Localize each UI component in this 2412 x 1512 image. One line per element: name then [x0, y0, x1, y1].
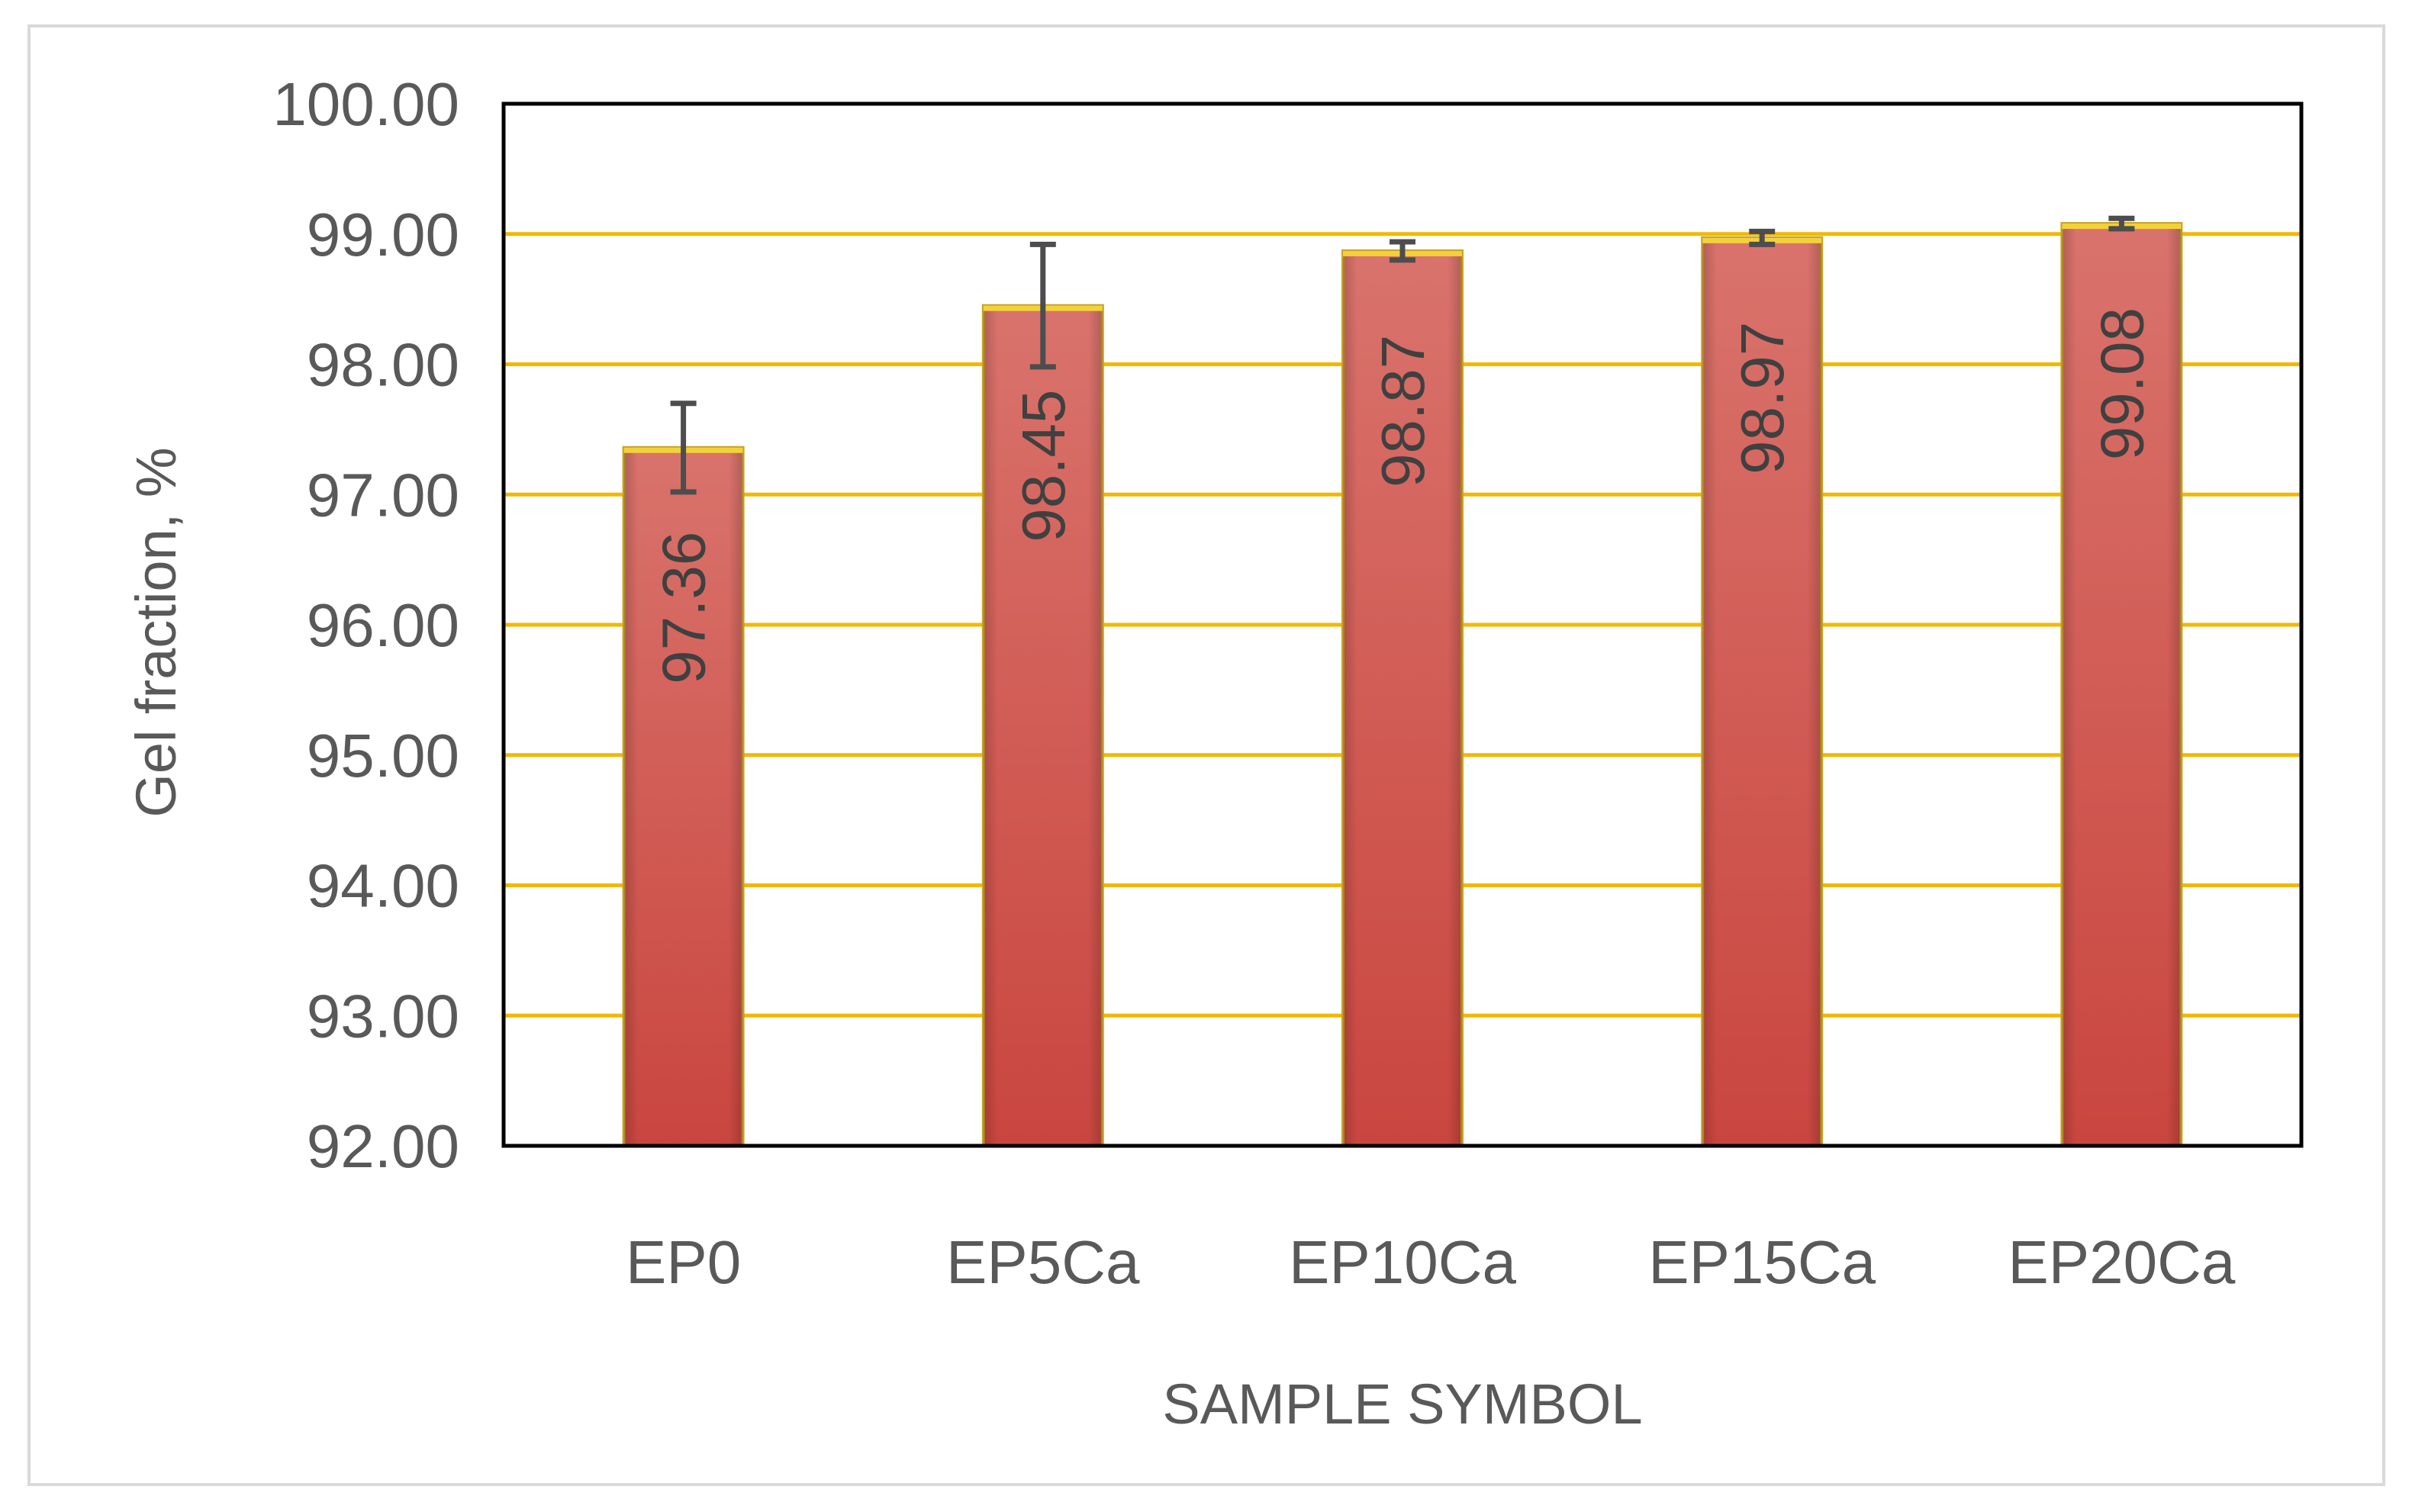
- data-label: 98.87: [1369, 335, 1437, 487]
- bar-shading: [983, 305, 1103, 1147]
- y-tick-label: 92.00: [307, 1112, 459, 1180]
- bar-ep15ca: [1701, 236, 1824, 1147]
- bar-shading: [1702, 237, 1822, 1146]
- y-axis-title: Gel fraction, %: [124, 447, 188, 817]
- y-tick-label: 93.00: [307, 982, 459, 1050]
- error-bar-ep5ca: [1029, 241, 1056, 370]
- data-label: 99.08: [2088, 307, 2156, 460]
- plot-area-border: [501, 101, 2304, 1148]
- error-bar-ep10ca: [1390, 239, 1415, 263]
- x-axis-tick-labels: EP0 EP5Ca EP10Ca EP15Ca EP20Ca: [626, 1228, 2236, 1296]
- bar-shading: [2062, 224, 2182, 1147]
- x-tick-label: EP0: [626, 1228, 741, 1296]
- y-tick-label: 96.00: [307, 591, 459, 659]
- x-tick-label: EP10Ca: [1289, 1228, 1516, 1296]
- bars: [622, 222, 2183, 1148]
- error-bar-ep20ca: [2108, 215, 2135, 232]
- bar-ep5ca: [981, 304, 1104, 1148]
- x-axis-title: SAMPLE SYMBOL: [1162, 1372, 1642, 1436]
- bar-ep0: [622, 446, 745, 1147]
- y-tick-label: 95.00: [307, 722, 459, 790]
- data-label: 98.45: [1010, 390, 1077, 542]
- error-bar-ep15ca: [1749, 228, 1776, 247]
- x-tick-label: EP20Ca: [2008, 1228, 2235, 1296]
- chart-frame: 97.36 98.45 98.87 98.97 99.08 92.00 93.00 94.0…: [27, 24, 2385, 1486]
- y-tick-label: 98.00: [307, 331, 459, 399]
- error-bars: [670, 215, 2135, 495]
- data-label: 98.97: [1728, 322, 1796, 475]
- y-tick-label: 94.00: [307, 852, 459, 920]
- x-tick-label: EP15Ca: [1648, 1228, 1876, 1296]
- data-labels: 97.36 98.45 98.87 98.97 99.08: [650, 307, 2156, 684]
- data-label: 97.36: [650, 532, 718, 684]
- y-axis-tick-labels: 92.00 93.00 94.00 95.00 96.00 97.00 98.00 99.00…: [272, 70, 459, 1180]
- bar-ep10ca: [1341, 249, 1464, 1147]
- bar-chart: 97.36 98.45 98.87 98.97 99.08 92.00 93.00 94.0…: [124, 70, 2304, 1436]
- x-tick-label: EP5Ca: [946, 1228, 1140, 1296]
- bar-shading: [623, 447, 743, 1146]
- y-tick-label: 100.00: [272, 70, 459, 138]
- y-tick-label: 97.00: [307, 461, 459, 529]
- error-bar-ep0: [670, 401, 697, 495]
- bar-shading: [1343, 250, 1462, 1146]
- y-tick-label: 99.00: [307, 201, 459, 269]
- bar-ep20ca: [2060, 222, 2183, 1148]
